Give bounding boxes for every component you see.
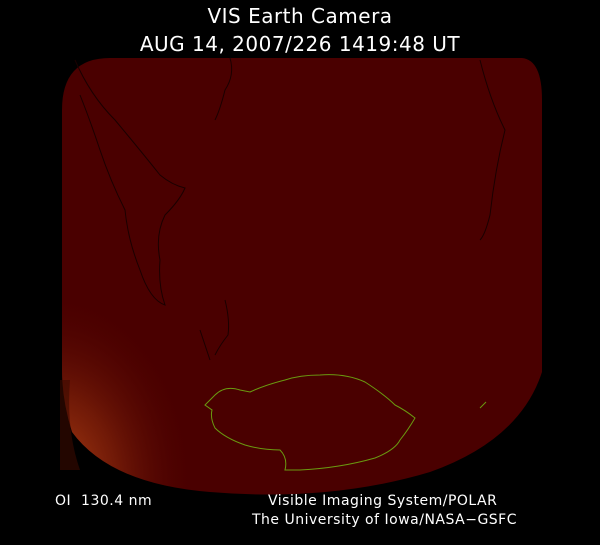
timestamp: AUG 14, 2007/226 1419:48 UT [139,32,461,56]
instrument: Visible Imaging System/POLAR [268,493,498,509]
antarctica-outline [204,374,416,471]
limb-noise [60,380,80,470]
institution: The University of Iowa/NASA−GSFC [252,512,518,528]
title: VIS Earth Camera [207,4,393,28]
dayglow [62,150,300,495]
coastlines [74,57,506,361]
wavelength: OI 130.4 nm [55,493,153,509]
island-outline [479,401,487,409]
